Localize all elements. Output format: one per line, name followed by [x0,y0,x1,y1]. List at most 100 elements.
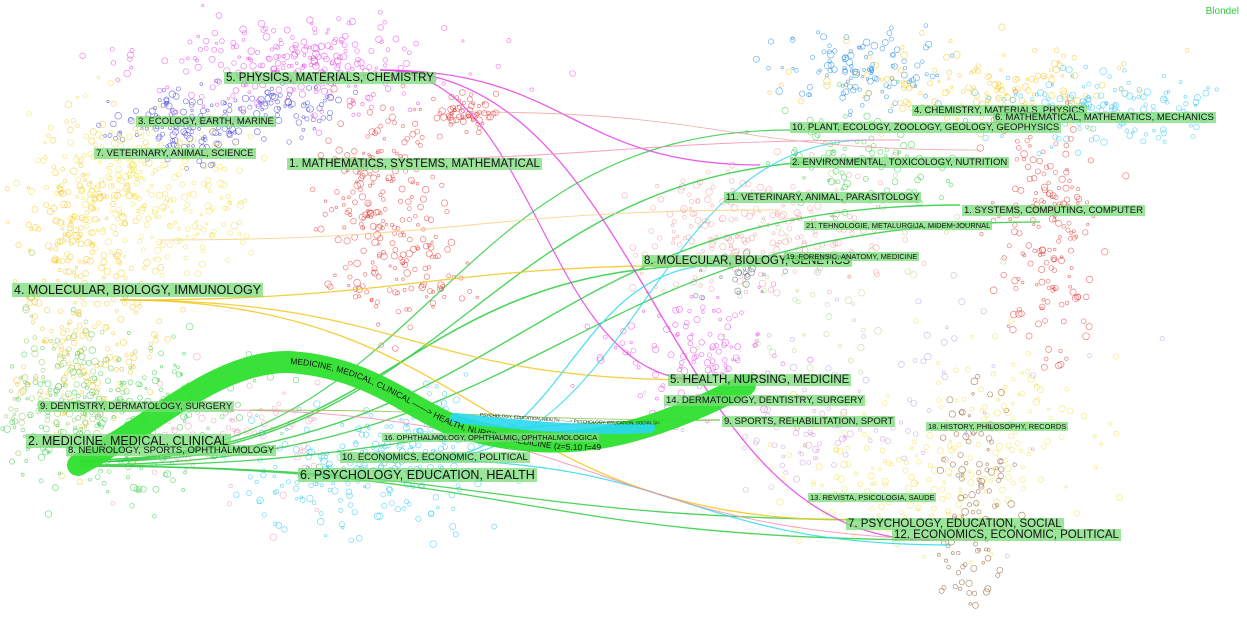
journal-dot [849,231,855,236]
journal-dot [327,283,334,290]
journal-dot [160,102,166,108]
journal-dot [936,466,944,474]
journal-dot [843,435,847,439]
journal-dot [142,375,147,380]
journal-dot [190,137,197,144]
journal-dot [429,254,435,260]
journal-dot [326,28,330,32]
journal-dot [100,258,108,266]
journal-dot [181,488,186,492]
journal-dot [331,481,335,486]
journal-dot [1183,101,1189,107]
journal-dot [59,258,66,264]
journal-dot [1064,386,1070,392]
journal-dot [380,491,386,498]
journal-dot [450,506,456,512]
journal-dot [84,385,89,390]
journal-dot [47,387,52,392]
journal-dot [4,414,9,419]
journal-dot [100,252,107,259]
journal-dot [101,481,107,486]
journal-dot [862,38,871,47]
journal-dot [88,346,96,354]
journal-dot [179,181,185,188]
journal-dot [317,152,324,159]
journal-dot [237,106,243,111]
journal-dot [409,445,414,449]
journal-dot [1038,253,1043,258]
journal-dot [954,398,959,403]
journal-dot [984,94,992,102]
right-cluster-label-18: 18. HISTORY, PHILOSOPHY, RECORDS [926,422,1069,431]
journal-dot [151,370,158,376]
left-cluster-label-16: 16. OPHTHALMOLOGY, OPHTHALMIC, OPHTHALMO… [382,433,600,442]
journal-dot [270,65,278,72]
journal-dot [86,182,91,187]
journal-dot [958,466,966,474]
journal-dot [840,409,848,416]
journal-dot [948,473,952,477]
journal-dot [1011,277,1019,285]
journal-dot [401,139,408,146]
journal-dot [60,383,65,388]
journal-dot [61,349,69,356]
journal-dot [732,354,740,361]
journal-dot [782,238,790,245]
journal-dot [312,30,318,36]
right-cluster-label-4: 4. CHEMISTRY, MATERIALS, PHYSICS [912,105,1087,116]
left-cluster-label-10: 10. ECONOMICS, ECONOMIC, POLITICAL [340,452,530,463]
journal-dot [890,104,894,108]
right-cluster-label-6: 6. MATHEMATICAL, MATHEMATICS, MECHANICS [993,112,1216,123]
journal-dot [1189,123,1193,128]
journal-dot [298,90,306,98]
journal-dot [114,112,122,120]
journal-dot [407,107,413,113]
journal-dot [1136,87,1143,93]
journal-dot [670,223,675,227]
journal-dot [344,152,351,159]
journal-dot [214,41,218,45]
left-cluster-label-9: 9. DENTISTRY, DERMATOLOGY, SURGERY [38,401,235,412]
journal-dot [728,245,734,252]
journal-dot [172,128,179,136]
journal-dot [1056,59,1061,64]
journal-dot [707,331,713,337]
journal-dot [1037,476,1045,483]
journal-dot [313,89,319,95]
journal-dot [430,174,436,180]
journal-dot [315,129,322,136]
journal-dot [43,140,47,145]
journal-dot [20,427,26,433]
journal-dot [70,307,77,313]
journal-dot [973,500,980,507]
journal-dot [261,154,268,161]
journal-dot [355,535,363,542]
journal-dot [284,427,289,432]
journal-dot [1044,438,1051,445]
journal-dot [257,19,266,28]
journal-dot [14,382,20,387]
journal-dot [76,478,83,485]
journal-dot [965,84,972,91]
journal-dot [886,30,893,36]
journal-dot [278,40,284,47]
journal-dot [901,58,907,64]
journal-dot [60,393,65,397]
journal-dot [842,68,849,75]
journal-dot [476,104,481,108]
journal-dot [799,451,805,457]
journal-dot [871,75,878,82]
journal-dot [93,185,100,193]
journal-dot [35,157,41,164]
journal-dot [70,339,78,347]
journal-dot [287,91,292,97]
journal-dot [1013,430,1017,435]
journal-dot [950,272,957,279]
journal-dot [1019,448,1024,453]
journal-dot [308,482,314,489]
journal-dot [286,86,294,95]
journal-dot [1070,185,1074,189]
journal-dot [1045,278,1051,284]
journal-dot [879,436,886,442]
journal-dot [1065,300,1070,305]
